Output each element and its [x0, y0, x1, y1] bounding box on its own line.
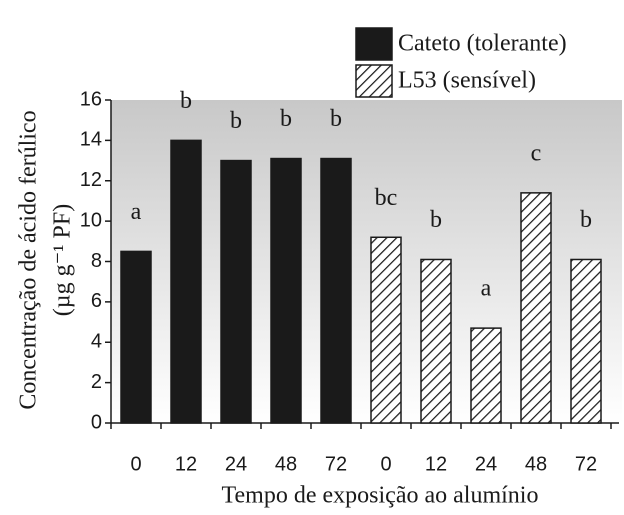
bar — [320, 157, 352, 424]
annotation: a — [481, 276, 492, 302]
bar — [370, 236, 402, 424]
annotation: c — [531, 140, 542, 166]
y-axis-title: Concentração de ácido ferúlico — [16, 110, 42, 409]
annotation: b — [280, 106, 292, 132]
y-tick-label: 2 — [91, 371, 102, 393]
bar — [220, 159, 252, 424]
annotation: b — [330, 106, 342, 132]
x-tick-label: 72 — [325, 453, 347, 475]
y-tick-label: 6 — [91, 290, 102, 312]
annotation: b — [180, 88, 192, 114]
x-tick-label: 24 — [475, 453, 497, 475]
x-tick-label: 0 — [380, 453, 391, 475]
legend-label: L53 (sensível) — [398, 68, 536, 94]
bar — [170, 139, 202, 424]
x-tick-label: 0 — [130, 453, 141, 475]
bar — [570, 258, 602, 424]
y-axis-unit: (µg g⁻¹ PF) — [50, 204, 76, 316]
legend-swatch — [355, 27, 393, 61]
y-tick-label: 8 — [91, 250, 102, 272]
annotation: b — [230, 108, 242, 134]
y-tick-label: 4 — [91, 331, 102, 353]
y-tick-label: 16 — [80, 88, 102, 110]
legend-label: Cateto (tolerante) — [398, 31, 567, 57]
y-tick-label: 10 — [80, 209, 102, 231]
bar — [120, 250, 152, 424]
x-tick-label: 12 — [175, 453, 197, 475]
bar — [270, 157, 302, 424]
bar — [420, 258, 452, 424]
x-axis-title: Tempo de exposição ao alumínio — [222, 483, 539, 509]
x-tick-label: 72 — [575, 453, 597, 475]
bar — [470, 327, 502, 424]
legend-swatch — [355, 64, 393, 98]
annotation: b — [430, 207, 442, 233]
annotation: b — [580, 207, 592, 233]
y-tick-label: 12 — [80, 169, 102, 191]
y-tick-label: 14 — [80, 129, 102, 151]
annotation: bc — [375, 185, 398, 211]
y-tick-label: 0 — [91, 411, 102, 433]
x-tick-label: 48 — [525, 453, 547, 475]
bar — [520, 192, 552, 424]
x-tick-label: 24 — [225, 453, 247, 475]
x-tick-label: 48 — [275, 453, 297, 475]
x-tick-label: 12 — [425, 453, 447, 475]
annotation: a — [131, 199, 142, 225]
